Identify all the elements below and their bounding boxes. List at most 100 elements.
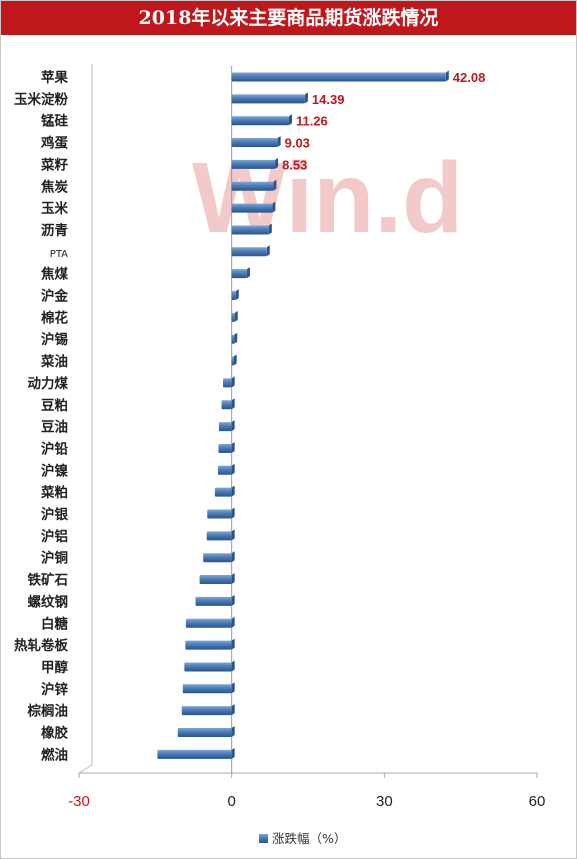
category-label: 菜粕	[40, 484, 68, 501]
bar-18	[218, 443, 232, 453]
bar-side	[266, 245, 270, 257]
bar-14	[231, 356, 234, 366]
category-label: 沪银	[41, 506, 68, 523]
bar-side	[231, 594, 235, 606]
category-label: 铁矿石	[28, 572, 69, 589]
bar-31	[177, 728, 232, 737]
bar-side	[231, 551, 235, 563]
category-label: 沪金	[41, 288, 68, 305]
bar-21	[207, 509, 232, 519]
bar-side	[231, 441, 235, 453]
category-label: 动力煤	[28, 375, 69, 392]
bar-side	[231, 463, 235, 475]
x-tick-label: 30	[376, 793, 393, 810]
bar-side	[268, 223, 272, 235]
bar-30	[181, 706, 232, 716]
bar-11	[231, 291, 236, 300]
bar-side	[231, 485, 235, 497]
bar-20	[214, 487, 232, 497]
bar-side	[234, 310, 238, 322]
category-label: 豆粕	[41, 397, 68, 414]
category-label: 热轧卷板	[14, 637, 68, 654]
category-label: 沪铅	[41, 440, 68, 457]
data-label: 42.08	[453, 70, 486, 85]
bar-side	[231, 376, 235, 388]
bar-side	[445, 70, 449, 82]
category-label: 棕榈油	[27, 703, 69, 720]
legend-swatch	[259, 834, 268, 843]
bar-side	[231, 420, 235, 432]
bar-side	[246, 267, 250, 279]
category-label: 焦炭	[40, 178, 68, 195]
bar-chart: Win.d -30 0 30 60 苹果 42.08 玉米淀粉 14.39 锰硅 11.26 鸡蛋…	[14, 64, 546, 846]
bar-side	[231, 638, 235, 650]
watermark: Win.d	[192, 142, 463, 254]
category-label: 沥青	[41, 222, 68, 239]
bar-side	[231, 529, 235, 541]
category-label: 沪铝	[41, 528, 68, 545]
data-label: 9.03	[285, 136, 310, 151]
category-label: 燃油	[41, 746, 68, 763]
bar-side	[231, 507, 235, 519]
category-label: 棉花	[41, 309, 68, 326]
bar-16	[221, 400, 232, 410]
bar-5	[231, 159, 276, 169]
category-label: 焦煤	[40, 266, 68, 283]
category-label: 锰硅	[41, 113, 68, 130]
bar-19	[217, 465, 232, 475]
bar-side	[231, 573, 235, 585]
bar-25	[195, 596, 232, 606]
category-label: 沪镍	[41, 462, 68, 479]
bar-22	[206, 531, 232, 541]
bar-23	[203, 553, 232, 563]
chart-title: 2018年以来主要商品期货涨跌情况	[1, 1, 576, 35]
legend-label: 涨跌幅（%）	[272, 831, 346, 846]
bar-10	[231, 269, 247, 279]
bar-side	[231, 682, 235, 694]
category-label: 玉米淀粉	[14, 91, 68, 108]
bar-side	[231, 704, 235, 716]
bar-15	[223, 378, 232, 388]
category-label: 橡胶	[41, 725, 68, 742]
bar-side	[275, 157, 279, 169]
bar-29	[182, 684, 232, 694]
bar-side	[277, 136, 281, 148]
category-label: 菜油	[40, 353, 68, 370]
floor-edge-line	[78, 764, 93, 774]
category-label: 豆油	[41, 419, 68, 436]
bar-side	[234, 332, 238, 344]
x-tick-label: 0	[227, 793, 235, 810]
bar-24	[199, 575, 232, 585]
bar-6	[231, 181, 274, 191]
bar-side	[233, 354, 237, 366]
bar-side	[231, 616, 235, 628]
category-label: 沪锌	[41, 681, 68, 698]
x-tick-label: 60	[529, 793, 546, 810]
bar-2	[231, 94, 305, 104]
bar-7	[231, 203, 273, 213]
bar-27	[185, 640, 232, 650]
bar-4	[231, 138, 278, 148]
category-label: 玉米	[41, 200, 68, 217]
bar-side	[273, 179, 277, 191]
category-label: 沪锡	[41, 331, 68, 348]
bar-17	[218, 422, 232, 432]
bar-side	[231, 726, 235, 737]
category-label: 螺纹钢	[28, 593, 69, 610]
bar-3	[231, 116, 289, 126]
category-label: 沪铜	[41, 550, 68, 567]
bar-side	[231, 660, 235, 672]
bar-9	[231, 247, 267, 257]
bar-side	[288, 114, 292, 126]
bar-side	[231, 747, 235, 759]
data-label: 14.39	[312, 92, 345, 107]
category-label: 苹果	[41, 69, 68, 86]
bar-26	[185, 618, 232, 628]
category-label: 甲醇	[41, 659, 68, 676]
category-label: 白糖	[41, 615, 68, 632]
data-label: 11.26	[296, 114, 328, 129]
bar-8	[231, 225, 269, 235]
category-label: 鸡蛋	[40, 135, 68, 152]
category-label: 菜籽	[40, 156, 68, 173]
data-label: 8.53	[282, 157, 307, 172]
